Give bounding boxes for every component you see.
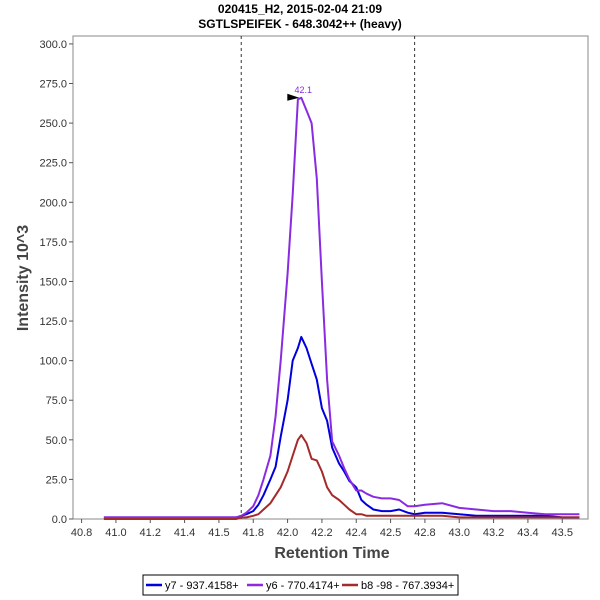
peak-annotation: 42.1 xyxy=(287,85,312,101)
x-tick-label: 41.8 xyxy=(243,527,264,539)
y-tick-label: 175.0 xyxy=(39,237,67,249)
series-line-2 xyxy=(103,434,580,520)
y-tick-label: 75.0 xyxy=(46,395,67,407)
x-tick-label: 42.5 xyxy=(380,527,401,539)
y-axis-title: Intensity 10^3 xyxy=(15,225,32,331)
legend-label: y6 - 770.4174+ xyxy=(266,580,340,592)
chart-subtitle: SGTLSPEIFEK - 648.3042++ (heavy) xyxy=(198,17,401,31)
chart-title: 020415_H2, 2015-02-04 21:09 xyxy=(218,2,382,16)
y-axis: 0.0 25.0 50.0 75.0 100.0 125.0 150.0 175.0 200.0… xyxy=(39,39,73,526)
y-tick-label: 0.0 xyxy=(52,514,67,526)
y-tick-label: 25.0 xyxy=(46,474,67,486)
peak-arrow xyxy=(287,93,300,101)
x-axis-title: Retention Time xyxy=(274,545,389,562)
y-tick-label: 125.0 xyxy=(39,316,67,328)
y-tick-label: 300.0 xyxy=(39,39,67,51)
series-line-1 xyxy=(103,96,580,519)
x-tick-label: 42.0 xyxy=(277,527,298,539)
y-tick-label: 200.0 xyxy=(39,197,67,209)
integration-bounds xyxy=(240,36,416,519)
x-tick-label: 41.4 xyxy=(174,527,195,539)
x-tick-label: 42.4 xyxy=(346,527,367,539)
legend: y7 - 937.4158+ y6 - 770.4174+ b8 -98 - 767… xyxy=(142,574,459,596)
x-tick-label: 41.5 xyxy=(208,527,229,539)
x-tick-label: 40.8 xyxy=(71,527,92,539)
x-tick-label: 43.5 xyxy=(552,527,573,539)
x-axis: 40.8 41.0 41.2 41.4 41.5 41.8 42.0 42.2 42.4 42.5… xyxy=(71,519,573,539)
x-tick-label: 43.0 xyxy=(449,527,470,539)
series-layer xyxy=(103,96,580,520)
y-tick-label: 250.0 xyxy=(39,118,67,130)
y-tick-label: 225.0 xyxy=(39,158,67,170)
x-tick-label: 42.8 xyxy=(414,527,435,539)
y-tick-label: 150.0 xyxy=(39,276,67,288)
legend-label: b8 -98 - 767.3934+ xyxy=(361,580,454,592)
legend-box xyxy=(142,574,459,596)
y-tick-label: 275.0 xyxy=(39,79,67,91)
x-tick-label: 42.2 xyxy=(311,527,332,539)
peak-label: 42.1 xyxy=(295,85,313,95)
y-tick-label: 100.0 xyxy=(39,356,67,368)
plot-area xyxy=(72,35,589,520)
x-tick-label: 41.2 xyxy=(140,527,161,539)
x-tick-label: 41.0 xyxy=(105,527,126,539)
y-tick-label: 50.0 xyxy=(46,435,67,447)
legend-label: y7 - 937.4158+ xyxy=(165,580,239,592)
x-tick-label: 43.4 xyxy=(517,527,538,539)
x-tick-label: 43.2 xyxy=(483,527,504,539)
